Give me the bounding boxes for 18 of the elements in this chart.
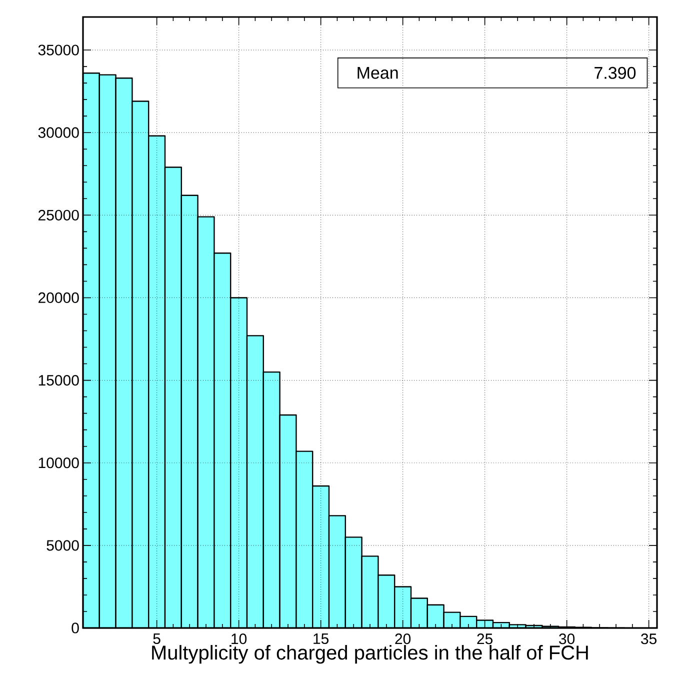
x-tick-label: 15 (314, 634, 329, 644)
y-tick-label: 25000 (38, 210, 79, 220)
y-tick-label: 15000 (38, 374, 79, 386)
annotation: 7.390 (594, 66, 636, 79)
y-tick-label: 30000 (38, 127, 79, 138)
y-tick-label: 0 (72, 622, 79, 634)
y-tick-label: 10000 (38, 458, 79, 468)
x-tick-label: 35 (641, 634, 657, 644)
y-tick-label: 35000 (38, 44, 79, 56)
x-tick-label: 20 (395, 634, 411, 644)
x-tick-label: 10 (232, 634, 247, 644)
y-tick-label: 5000 (46, 540, 79, 551)
y-tick-label: 20000 (38, 292, 79, 304)
annotation: Mean (358, 66, 398, 79)
x-axis-title: Multyplicity of charged particles in the half of FCH (152, 645, 588, 664)
x-tick-label: 25 (477, 634, 493, 644)
x-tick-label: 5 (153, 634, 160, 644)
x-tick-label: 30 (559, 634, 575, 644)
